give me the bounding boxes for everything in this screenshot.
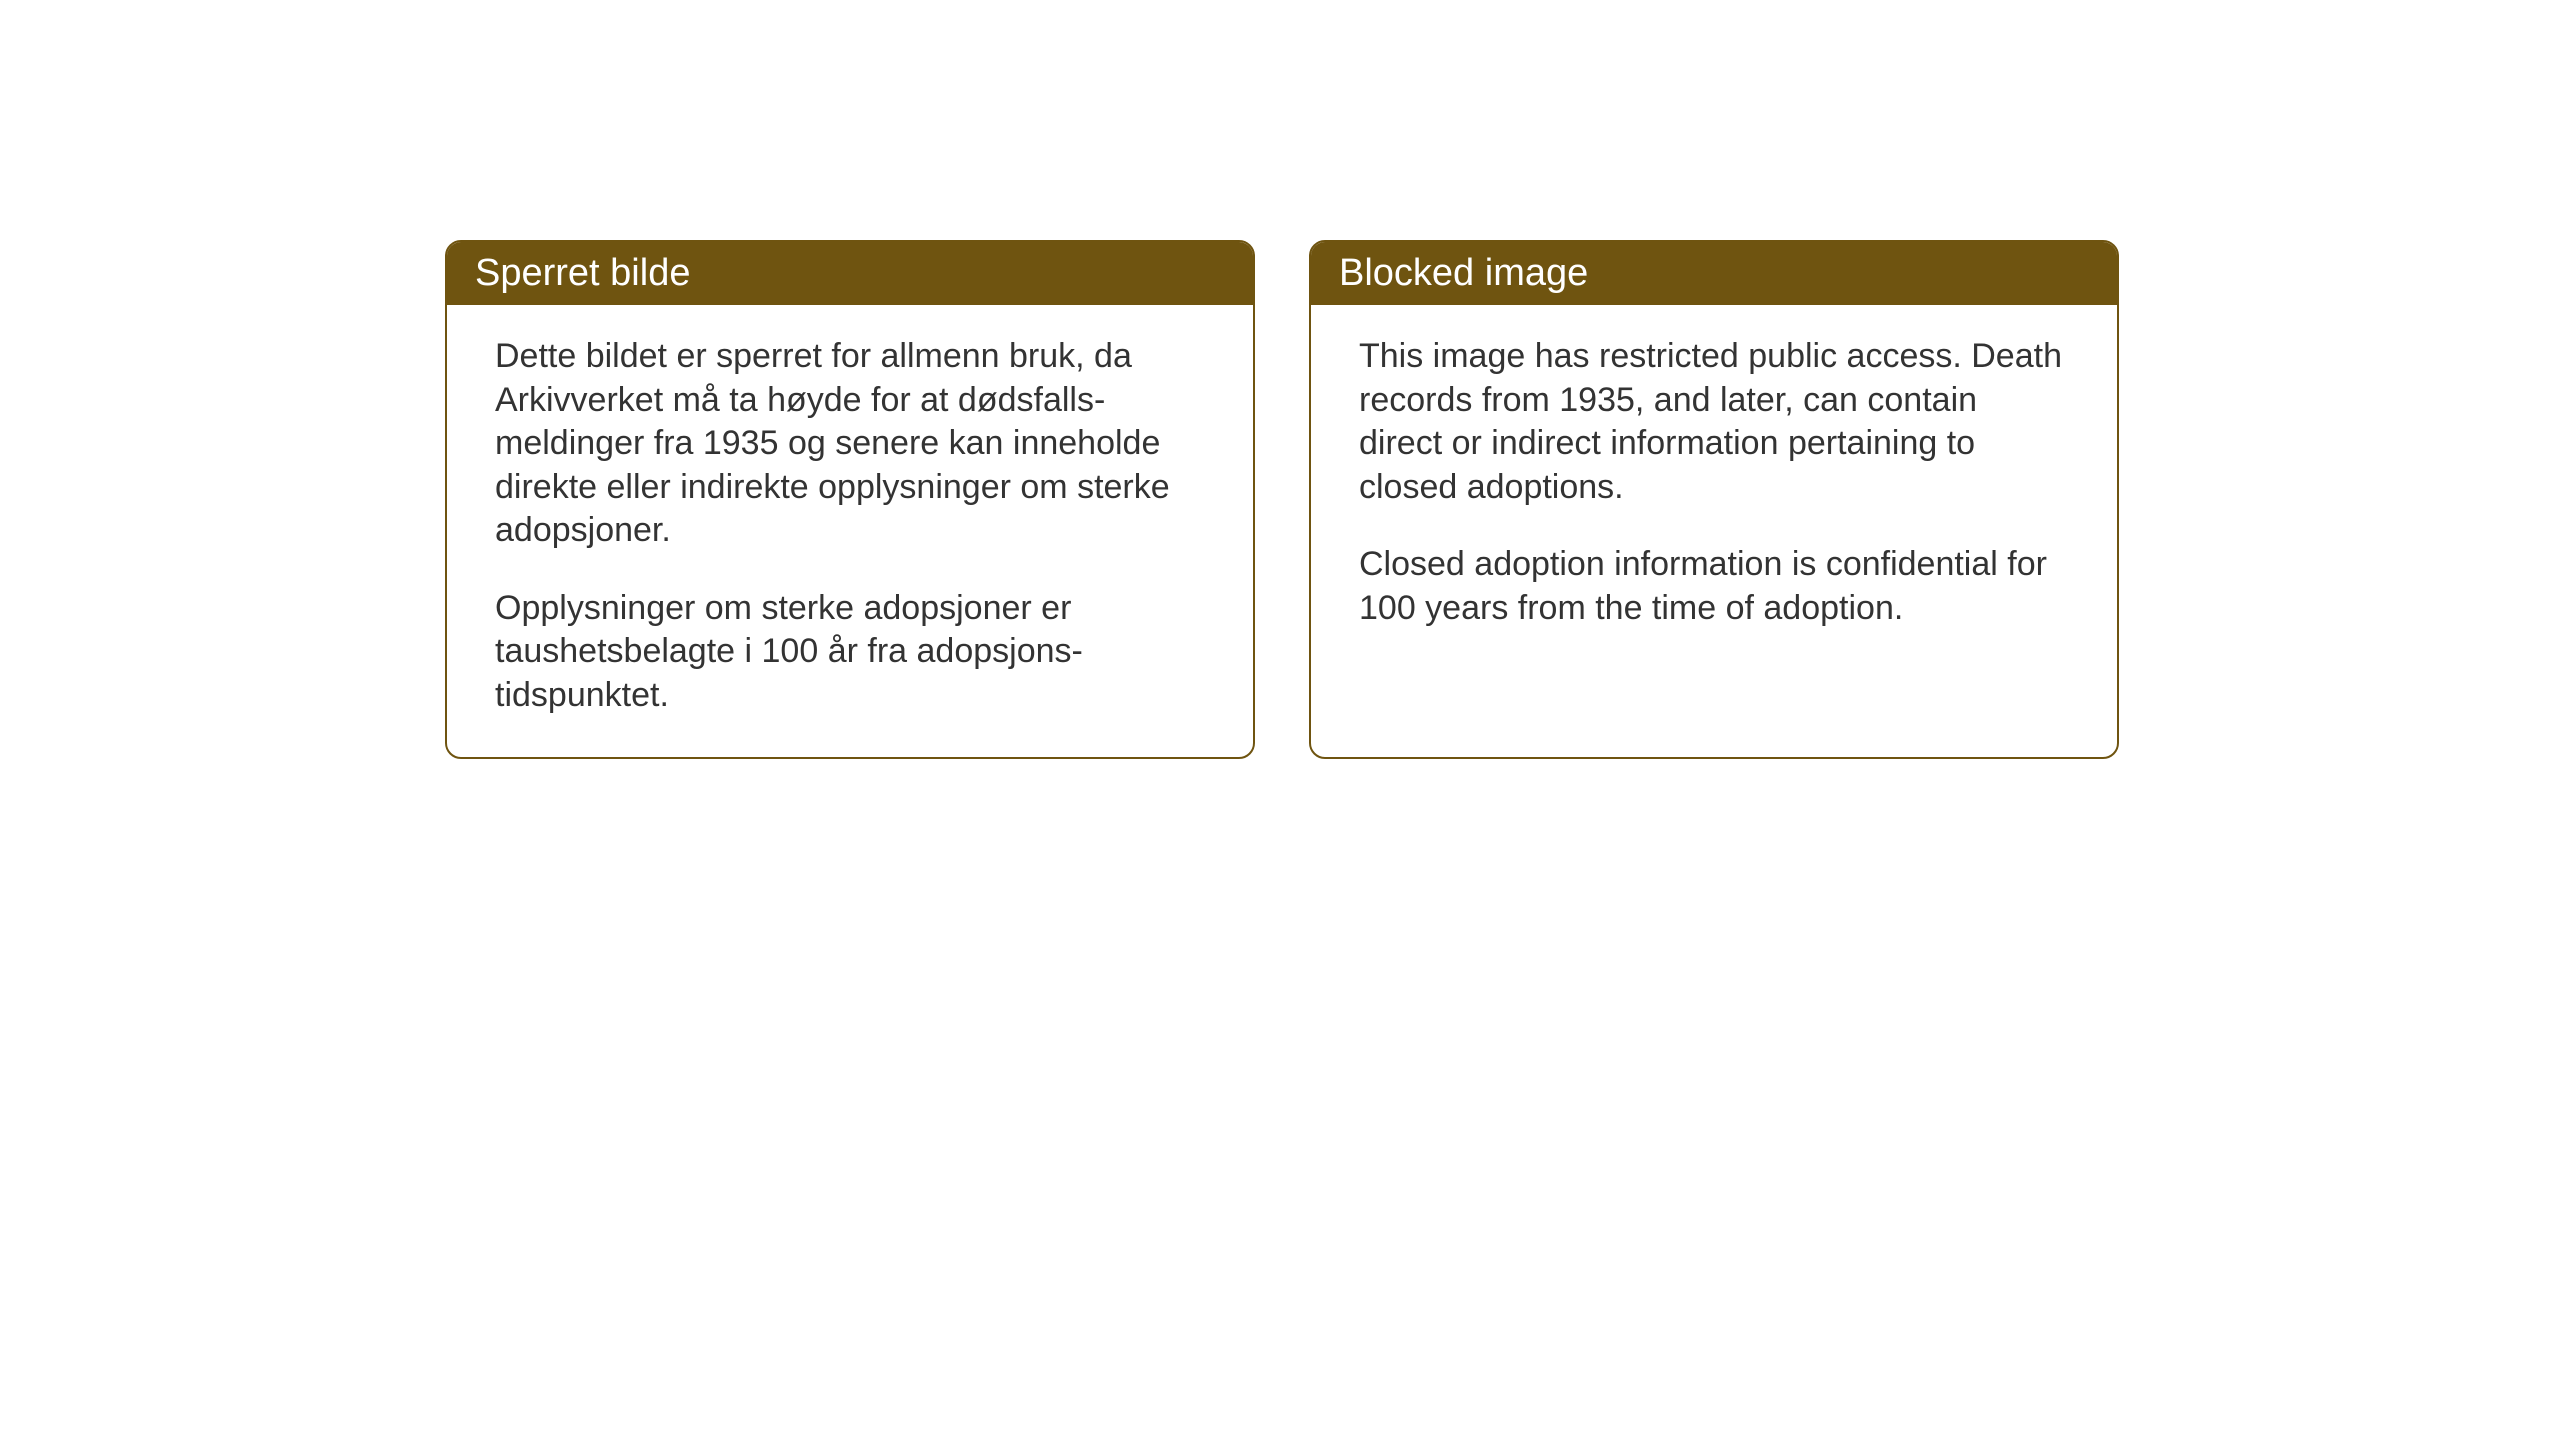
card-header-english: Blocked image — [1311, 242, 2117, 305]
card-paragraph-norwegian-1: Dette bildet er sperret for allmenn bruk… — [495, 335, 1205, 553]
card-body-norwegian: Dette bildet er sperret for allmenn bruk… — [447, 305, 1253, 757]
notice-card-english: Blocked image This image has restricted … — [1309, 240, 2119, 759]
card-paragraph-norwegian-2: Opplysninger om sterke adopsjoner er tau… — [495, 587, 1205, 718]
card-title-norwegian: Sperret bilde — [475, 252, 690, 294]
card-title-english: Blocked image — [1339, 252, 1588, 294]
card-paragraph-english-2: Closed adoption information is confident… — [1359, 543, 2069, 630]
card-header-norwegian: Sperret bilde — [447, 242, 1253, 305]
notice-container: Sperret bilde Dette bildet er sperret fo… — [445, 240, 2119, 759]
card-body-english: This image has restricted public access.… — [1311, 305, 2117, 670]
card-paragraph-english-1: This image has restricted public access.… — [1359, 335, 2069, 509]
notice-card-norwegian: Sperret bilde Dette bildet er sperret fo… — [445, 240, 1255, 759]
